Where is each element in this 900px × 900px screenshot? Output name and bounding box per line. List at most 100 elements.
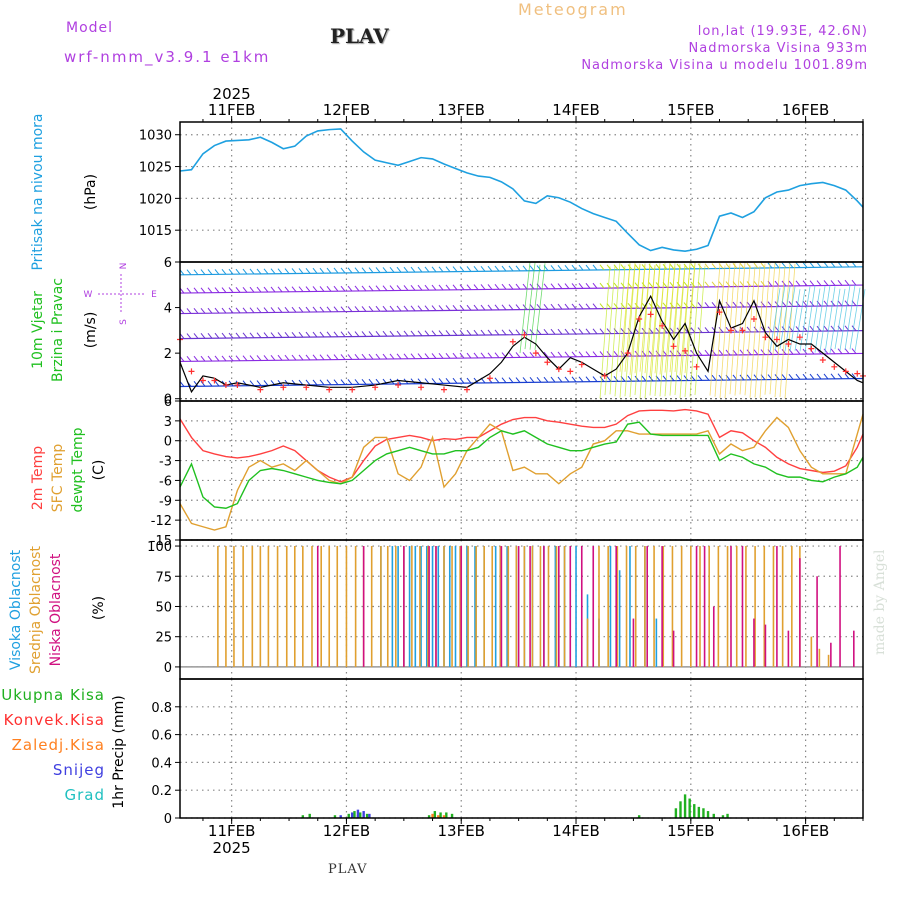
wind-barb bbox=[432, 331, 436, 336]
wind-barb bbox=[208, 308, 212, 313]
wind-barb bbox=[845, 280, 849, 285]
wind-barb bbox=[194, 333, 198, 338]
wind-barb bbox=[593, 329, 597, 334]
wind-barb bbox=[850, 288, 860, 350]
wind-barb bbox=[565, 304, 569, 309]
wind-barb bbox=[355, 268, 359, 273]
wind-barb bbox=[747, 350, 751, 355]
wind-barb bbox=[390, 306, 394, 311]
y-tick-label: -3 bbox=[159, 455, 172, 470]
wind-barb bbox=[460, 267, 464, 272]
wind-barb bbox=[789, 281, 793, 286]
wind-barb bbox=[376, 354, 380, 359]
wind-barb bbox=[525, 263, 535, 349]
wind-barb bbox=[432, 306, 436, 311]
total-precip-bar bbox=[688, 799, 690, 818]
wind-barb bbox=[369, 379, 373, 384]
wind-barb bbox=[754, 281, 758, 286]
total-precip-bar bbox=[434, 811, 436, 818]
wind-barb bbox=[509, 330, 513, 335]
wind-barb bbox=[236, 269, 240, 274]
wind-barb bbox=[299, 355, 303, 360]
wind-barb bbox=[803, 281, 807, 286]
wind-gust-marker bbox=[418, 384, 424, 390]
wind-barb bbox=[327, 268, 331, 273]
wind-barb bbox=[446, 353, 450, 358]
signature: made by Angel bbox=[872, 550, 888, 656]
wind-barb bbox=[558, 352, 562, 357]
wind-gust-marker bbox=[579, 362, 585, 368]
wind-barb bbox=[481, 353, 485, 358]
wind-barb bbox=[810, 262, 814, 267]
wind-barb bbox=[439, 331, 443, 336]
wind-barb bbox=[257, 381, 261, 386]
wind-barb bbox=[446, 378, 450, 383]
wind-barb bbox=[292, 332, 296, 337]
wind-barb bbox=[840, 285, 850, 350]
wind-barb bbox=[187, 356, 191, 361]
wind-barb bbox=[208, 356, 212, 361]
wind-barb bbox=[320, 380, 324, 385]
wind-barb bbox=[250, 308, 254, 313]
wind-barb bbox=[726, 327, 730, 332]
wind-barb bbox=[677, 303, 681, 308]
wind-barb bbox=[740, 263, 744, 268]
wind-barb bbox=[719, 282, 723, 287]
wind-barb bbox=[243, 308, 247, 313]
total-precip-bar bbox=[353, 811, 355, 818]
wind-barb bbox=[250, 333, 254, 338]
wind-barb bbox=[418, 267, 422, 272]
wind-barb bbox=[488, 266, 492, 271]
wind-barb bbox=[334, 307, 338, 312]
wind-barb bbox=[705, 327, 709, 332]
wind-barb bbox=[488, 330, 492, 335]
total-precip-bar bbox=[707, 811, 709, 818]
date-label-top: 15FEB bbox=[667, 101, 714, 119]
wind-barb bbox=[495, 353, 499, 358]
wind-gust-marker bbox=[188, 368, 194, 374]
wind-barb bbox=[579, 377, 583, 382]
wind-gust-marker bbox=[694, 364, 700, 370]
wind-barb bbox=[685, 263, 695, 373]
wind-barb bbox=[803, 301, 807, 306]
wind-barb bbox=[257, 269, 261, 274]
wind-barb bbox=[271, 287, 275, 292]
wind-barb bbox=[705, 302, 709, 307]
wind-barb bbox=[502, 330, 506, 335]
wind-barb bbox=[453, 353, 457, 358]
wind-barb bbox=[586, 352, 590, 357]
wind-barb bbox=[306, 355, 310, 360]
wind-barb bbox=[530, 304, 534, 309]
wind-barb bbox=[824, 326, 828, 331]
wind-barb bbox=[523, 284, 527, 289]
y-tick-label: 3 bbox=[164, 415, 172, 430]
wind-barb bbox=[257, 355, 261, 360]
wind-level-line bbox=[180, 285, 863, 293]
wind-barb bbox=[334, 355, 338, 360]
wind-barb bbox=[271, 269, 275, 274]
pressure-unit-label: (hPa) bbox=[83, 174, 99, 210]
wind-barb bbox=[446, 267, 450, 272]
wind-barb bbox=[824, 374, 828, 379]
wind-barb bbox=[362, 379, 366, 384]
wind-barb bbox=[544, 329, 548, 334]
wind-barb bbox=[397, 306, 401, 311]
y-tick-label: 25 bbox=[155, 631, 172, 646]
wind-gust-marker bbox=[671, 343, 677, 349]
date-label-top: 14FEB bbox=[552, 101, 599, 119]
wind-barb bbox=[789, 349, 793, 354]
wind-barb bbox=[817, 374, 821, 379]
wind-barb bbox=[838, 374, 842, 379]
wind-barb bbox=[796, 281, 800, 286]
wind-barb bbox=[495, 284, 499, 289]
wind-barb bbox=[306, 287, 310, 292]
wind-barb bbox=[593, 283, 597, 288]
wind-barb bbox=[712, 264, 716, 269]
wind-barb bbox=[579, 304, 583, 309]
wind-barb bbox=[250, 356, 254, 361]
wind-barb bbox=[264, 287, 268, 292]
wind-barb bbox=[516, 352, 520, 357]
wind-barb bbox=[194, 270, 198, 275]
wind-barb bbox=[796, 263, 800, 268]
y-tick-label: 0 bbox=[164, 661, 172, 676]
